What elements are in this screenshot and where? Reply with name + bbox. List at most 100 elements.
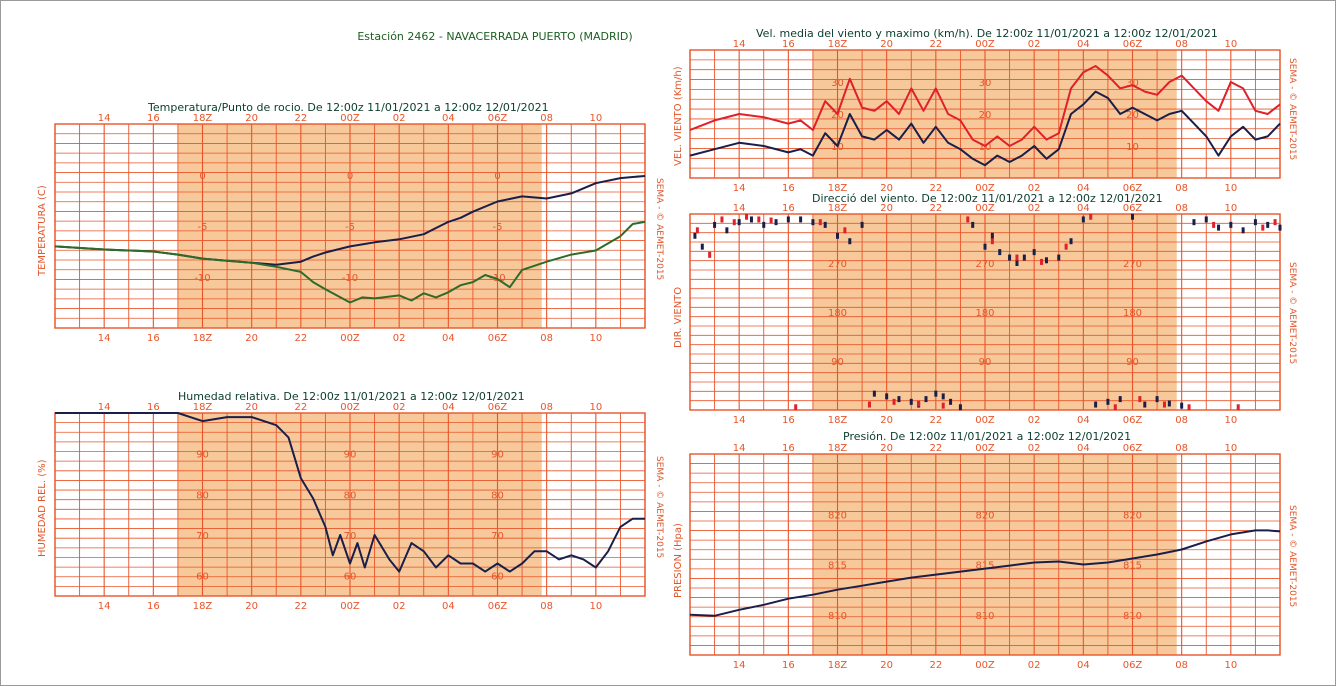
wind_speed-x-tick-label-bottom: 16 <box>782 183 795 194</box>
humidity-x-tick-label-top: 22 <box>294 402 307 413</box>
wind_direction-direction_mean-point <box>1008 254 1012 261</box>
wind_direction-direction_mean-point <box>990 232 994 239</box>
wind_speed-y-tick-label: 10 <box>979 142 992 153</box>
wind_speed-y-tick-label: 30 <box>979 78 992 89</box>
wind_direction-y-tick-label: 180 <box>828 308 847 319</box>
wind_direction-direction_max-point <box>745 213 749 220</box>
pressure-y-tick-label: 810 <box>975 611 994 622</box>
wind_direction-x-tick-label-bottom: 00Z <box>975 415 995 426</box>
temperature-x-tick-label-top: 08 <box>540 113 553 124</box>
humidity-y-tick-label: 70 <box>196 531 209 542</box>
wind_direction-direction_mean-point <box>1044 257 1048 264</box>
wind_direction-x-tick-label-bottom: 22 <box>929 415 942 426</box>
temperature-x-tick-label-bottom: 00Z <box>340 333 360 344</box>
pressure-y-tick-label: 815 <box>1123 561 1142 572</box>
wind_direction-direction_max-point <box>917 400 921 407</box>
wind_direction-direction_max-point <box>1212 221 1216 228</box>
humidity-relative_humidity-line <box>55 412 645 573</box>
wind_speed-x-tick-label-top: 04 <box>1077 39 1090 50</box>
wind_speed-plot-border <box>689 49 1281 179</box>
wind_direction-direction_mean-point <box>848 238 852 245</box>
humidity-x-tick-label-top: 02 <box>393 402 406 413</box>
pressure-y-tick-label: 810 <box>1123 611 1142 622</box>
wind_direction-direction_max-point <box>1162 401 1166 408</box>
temperature-x-tick-label-top: 20 <box>245 113 258 124</box>
wind_direction-direction_mean-point <box>1015 260 1019 266</box>
wind_direction-direction_max-point <box>1261 224 1265 231</box>
pressure-y-tick-label: 820 <box>975 510 994 521</box>
wind_speed-x-tick-label-bottom: 00Z <box>975 183 995 194</box>
wind_direction-grid <box>689 213 1281 411</box>
temperature-x-tick-label-bottom: 06Z <box>488 333 508 344</box>
temperature-x-tick-label-bottom: 20 <box>245 333 258 344</box>
wind_direction-x-tick-label-bottom: 08 <box>1175 415 1188 426</box>
pressure-x-tick-label-top: 02 <box>1028 443 1041 454</box>
temperature-x-tick-label-bottom: 22 <box>294 333 307 344</box>
wind_direction-x-tick-label-bottom: 04 <box>1077 415 1090 426</box>
wind_direction-direction_mean-point <box>1106 398 1110 405</box>
pressure-x-tick-label-top: 06Z <box>1123 443 1143 454</box>
wind_direction-direction_mean-point <box>983 243 987 250</box>
pressure-x-tick-label-bottom: 02 <box>1028 660 1041 671</box>
temperature-chart: 14 14 16 16 18Z 18Z 20 20 22 22 00Z 00Z 02 02 04 04 06Z 0… <box>54 113 646 344</box>
humidity-x-tick-label-top: 18Z <box>193 402 213 413</box>
temperature-x-tick-label-top: 06Z <box>488 113 508 124</box>
wind_speed-y-tick-label: 10 <box>1126 142 1139 153</box>
humidity-x-tick-label-bottom: 10 <box>589 601 602 612</box>
wind_direction-direction_mean-point <box>786 216 790 223</box>
temperature-dew_point-line <box>54 220 646 304</box>
wind_direction-plot-border <box>689 213 1281 411</box>
wind_direction-night-band <box>812 214 1177 410</box>
temperature-y-tick-label: -5 <box>345 222 355 233</box>
humidity-x-tick-label-bottom: 02 <box>393 601 406 612</box>
wind_speed-wind_max-line <box>689 65 1281 147</box>
wind_direction-direction_mean-point <box>1143 401 1147 408</box>
humidity-chart: 14 14 16 16 18Z 18Z 20 20 22 22 00Z 00Z 02 02 04 04 06Z 0… <box>54 402 646 612</box>
temperature-y-tick-label: -5 <box>493 222 503 233</box>
temperature-x-tick-label-top: 04 <box>442 113 455 124</box>
wind_direction-direction_mean-point <box>897 396 901 403</box>
pressure-chart-title: Presión. De 12:00z 11/01/2021 a 12:00z 1… <box>843 430 1132 443</box>
wind_direction-y-tick-label: 180 <box>1123 308 1142 319</box>
wind_direction-direction_mean-point <box>1204 216 1208 223</box>
wind_direction-direction_mean-point <box>934 390 938 397</box>
wind_direction-x-tick-label-top: 10 <box>1224 203 1237 214</box>
wind_direction-direction_max-point <box>1187 404 1191 411</box>
wind_direction-x-tick-label-top: 14 <box>733 203 746 214</box>
wind_direction-direction_mean-point <box>941 393 945 400</box>
humidity-y-tick-label: 90 <box>344 450 357 461</box>
pressure-x-tick-label-top: 08 <box>1175 443 1188 454</box>
pressure-x-tick-label-top: 00Z <box>975 443 995 454</box>
pressure-x-tick-label-bottom: 00Z <box>975 660 995 671</box>
wind_direction-direction_mean-point <box>1131 213 1134 220</box>
temperature-x-tick-label-top: 14 <box>98 113 111 124</box>
pressure-y-tick-label: 815 <box>828 561 847 572</box>
pressure-x-tick-label-bottom: 10 <box>1224 660 1237 671</box>
wind-direction-chart-title: Direcció del viento. De 12:00z 11/01/202… <box>812 192 1163 205</box>
wind_direction-x-tick-label-top: 00Z <box>975 203 995 214</box>
wind_direction-x-tick-label-top: 04 <box>1077 203 1090 214</box>
wind_direction-chart: 14 14 16 16 18Z 18Z 20 20 22 22 00Z 00Z 02 02 04 04 06Z 0… <box>689 203 1282 426</box>
temperature-x-tick-label-top: 02 <box>393 113 406 124</box>
wind_speed-x-tick-label-bottom: 10 <box>1224 183 1237 194</box>
wind_direction-direction_mean-point <box>1278 224 1282 231</box>
wind_direction-x-tick-label-top: 08 <box>1175 203 1188 214</box>
wind_direction-direction_mean-point <box>1241 227 1245 234</box>
wind_direction-direction_mean-point <box>1253 219 1257 226</box>
wind_direction-direction_mean-point <box>860 221 864 228</box>
wind_direction-direction_max-point <box>818 219 822 226</box>
wind_direction-direction_max-point <box>941 402 945 409</box>
wind_direction-direction_max-point <box>1040 258 1044 265</box>
wind_direction-y-tick-label: 180 <box>975 308 994 319</box>
wind_speed-x-tick-label-bottom: 20 <box>880 183 893 194</box>
pressure-x-tick-label-bottom: 06Z <box>1123 660 1143 671</box>
humidity-y-tick-label: 60 <box>491 572 504 583</box>
temperature-night-band <box>177 124 542 328</box>
wind_speed-x-tick-label-top: 00Z <box>975 39 995 50</box>
temperature-x-tick-label-top: 00Z <box>340 113 360 124</box>
wind_speed-x-tick-label-top: 14 <box>733 39 746 50</box>
wind_direction-direction_mean-point <box>958 404 962 411</box>
wind_direction-direction_max-point <box>708 251 712 258</box>
humidity-x-tick-label-top: 06Z <box>488 402 508 413</box>
